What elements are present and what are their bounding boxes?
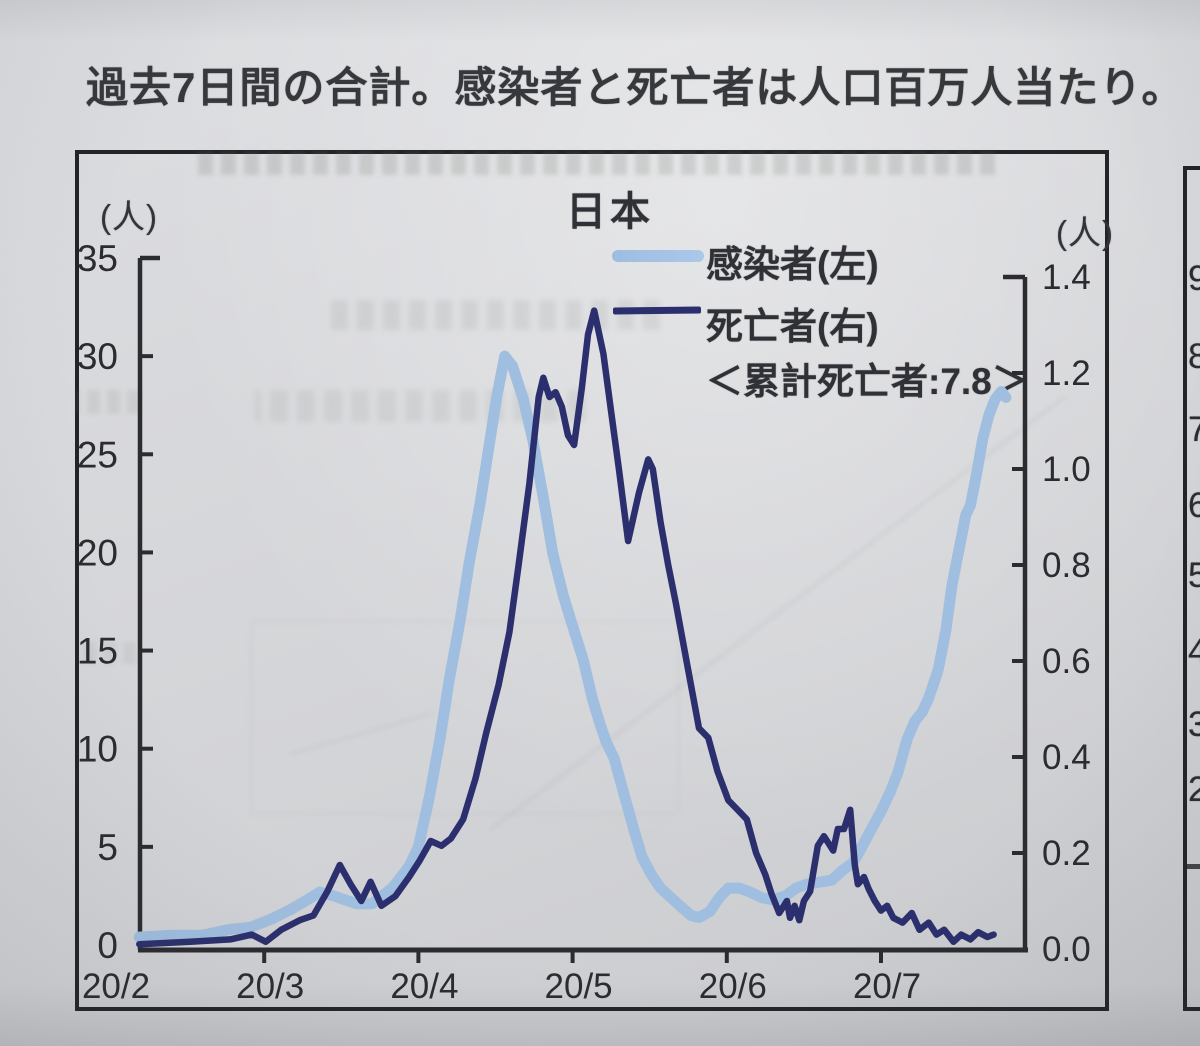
adjacent-chart-frame-fragment — [1183, 166, 1200, 1011]
adjacent-chart-tick-label: 2 — [1188, 770, 1200, 809]
infected-line-legend-swatch — [612, 250, 704, 262]
chart-frame — [75, 150, 1109, 1011]
adjacent-chart-tick-label: 3 — [1188, 705, 1200, 744]
adjacent-chart-tick-label: 5 — [1188, 556, 1200, 595]
adjacent-chart-tick-label: 8 — [1188, 337, 1200, 376]
adjacent-chart-tick-label: 7 — [1188, 410, 1200, 449]
legend-label-deaths: 死亡者(右) — [706, 306, 879, 347]
legend-label-infected: 感染者(左) — [706, 244, 879, 285]
right-axis-unit-label: (人) — [1056, 214, 1114, 251]
cumulative-deaths-annotation: ＜累計死亡者:7.8＞ — [706, 361, 1029, 402]
adjacent-chart-tick-label: 9 — [1188, 259, 1200, 298]
page-caption: 過去7日間の合計。感染者と死亡者は人口百万人当たり。 — [86, 64, 1185, 111]
chart-title: 日本 — [566, 190, 654, 234]
deaths-line-legend-swatch — [612, 306, 702, 315]
left-axis-unit-label: (人) — [100, 198, 158, 235]
adjacent-chart-tick-label: 4 — [1188, 632, 1200, 671]
adjacent-chart-tick-label: 6 — [1188, 486, 1200, 525]
partial-tick-mark — [1187, 864, 1200, 869]
